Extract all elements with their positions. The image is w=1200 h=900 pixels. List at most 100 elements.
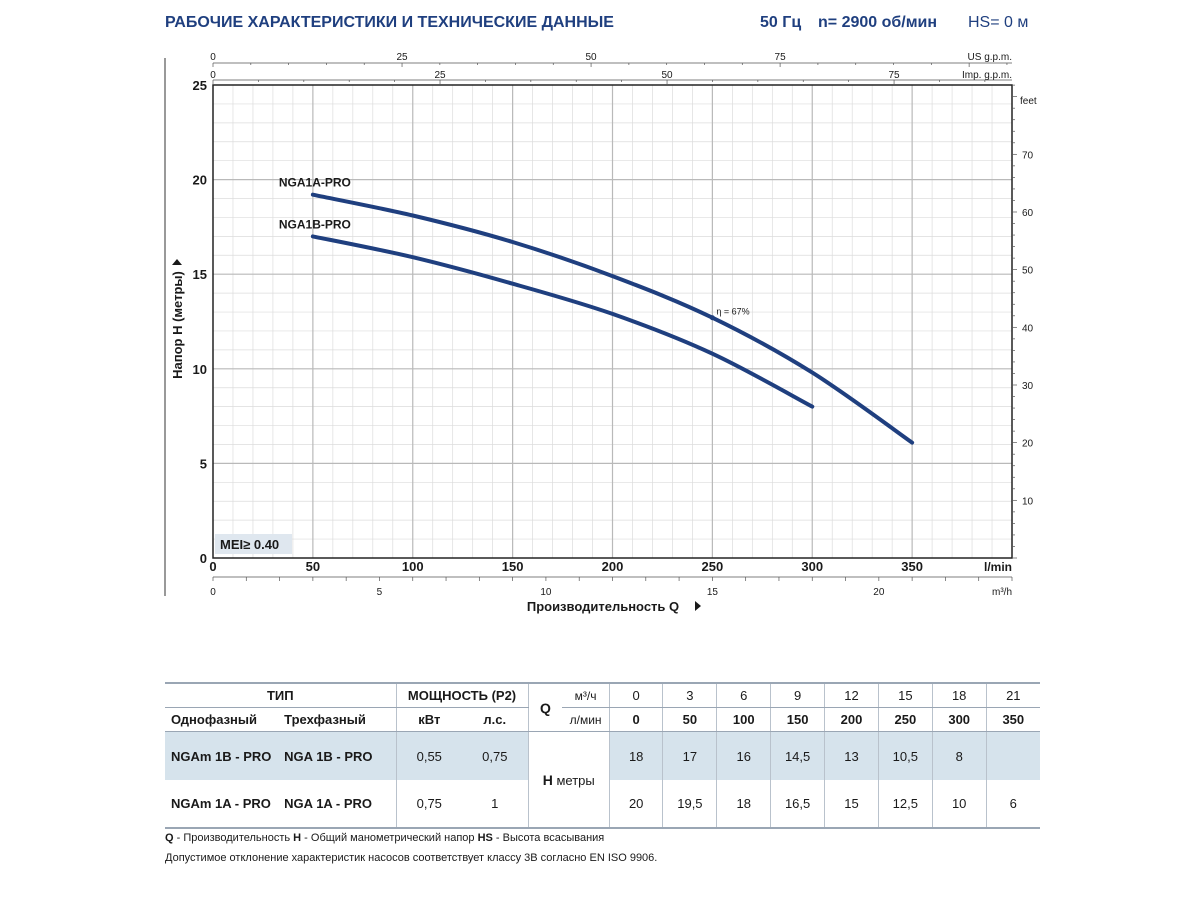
x-tick-label: 50 (306, 559, 320, 574)
feet-tick-label: 60 (1022, 208, 1034, 219)
q-lmin-value: 250 (877, 707, 933, 732)
y-tick-label: 15 (193, 267, 207, 282)
q-m3h-value: 0 (608, 682, 663, 708)
x-axis-arrow-icon (695, 601, 701, 611)
spec-table: ТИП МОЩНОСТЬ (P2) Q м³/ч 0 3 6 9 12 15 1… (165, 682, 1040, 829)
q-lmin-value: 100 (716, 707, 771, 732)
q-m3h-value: 15 (877, 682, 933, 708)
y-tick-label: 25 (193, 78, 207, 93)
y-tick-label: 20 (193, 173, 207, 188)
note-h-key: H (293, 832, 302, 844)
m3h-axis: 0 5 10 15 20 m³/h (210, 577, 1013, 598)
table-row: NGAm 1B - PRO NGA 1B - PRO 0,55 0,75 H м… (165, 731, 1040, 829)
us-gpm-tick-label: 25 (396, 52, 408, 63)
head-value: 13 (824, 731, 879, 780)
power-kw: 0,55 (395, 731, 463, 780)
head-value: 12,5 (877, 780, 933, 829)
head-value: 8 (931, 731, 987, 780)
feet-tick-label: 70 (1022, 150, 1034, 161)
q-lmin-value: 300 (931, 707, 987, 732)
m3h-tick-label: 20 (873, 587, 885, 598)
imp-gpm-unit-label: Imp. g.p.m. (962, 70, 1012, 81)
single-phase-model: NGAm 1B - PRO (165, 731, 279, 780)
us-gpm-tick-label: 75 (775, 52, 787, 63)
x-tick-label: 0 (209, 559, 216, 574)
efficiency-point (709, 315, 715, 321)
q-lmin-value: 50 (662, 707, 717, 732)
table-header-row-2: Однофазный Трехфазный кВт л.с. л/мин 0 5… (165, 707, 1040, 732)
tolerance-note: Допустимое отклонение характеристик насо… (165, 852, 658, 864)
y-axis-arrow-icon (172, 259, 182, 265)
plot-frame (212, 84, 1013, 559)
power-hp: 1 (462, 780, 529, 829)
feet-axis: 10 20 30 40 50 60 70 feet (1012, 84, 1037, 559)
head-value: 15 (824, 780, 879, 829)
minor-grid (213, 85, 1012, 558)
three-phase-model: NGA 1B - PRO (278, 731, 397, 780)
note-hs-text: - Высота всасывания (492, 832, 605, 844)
us-gpm-tick-label: 0 (210, 52, 216, 63)
q-lmin-value: 350 (985, 707, 1040, 732)
hp-header: л.с. (462, 707, 529, 732)
series-line (310, 192, 915, 445)
q-m3h-value: 12 (824, 682, 879, 708)
frequency-label: 50 Гц (760, 14, 802, 31)
h-unit: метры (556, 772, 595, 788)
x-tick-label: 350 (901, 559, 923, 574)
y-tick-label: 10 (193, 362, 207, 377)
feet-tick-label: 40 (1022, 323, 1034, 334)
head-value: 10 (931, 780, 987, 829)
head-value: 10,5 (877, 731, 933, 780)
y-axis-label: Напор H (метры) (170, 271, 185, 379)
m3h-unit-label: m³/h (992, 587, 1012, 598)
single-phase-header: Однофазный (165, 707, 279, 732)
head-value: 16 (716, 731, 771, 780)
x-tick-label: 300 (801, 559, 823, 574)
m3h-tick-label: 15 (707, 587, 719, 598)
head-value (985, 731, 1040, 780)
head-value: 18 (608, 731, 663, 780)
mei-badge: MEI≥ 0.40 (215, 534, 292, 554)
y-tick-label: 0 (200, 551, 207, 566)
m3h-tick-label: 10 (540, 587, 552, 598)
q-m3h-value: 18 (931, 682, 987, 708)
series-layer: NGA1A-PRO NGA1B-PRO η = 67% (279, 176, 915, 445)
q-lmin-value: 200 (824, 707, 879, 732)
head-value: 17 (662, 731, 717, 780)
q-m3h-unit: м³/ч (562, 682, 610, 708)
series-line (310, 234, 815, 409)
feet-tick-label: 30 (1022, 381, 1034, 392)
legend-note: Q - Производительность H - Общий маномет… (165, 832, 604, 844)
type-header: ТИП (165, 682, 397, 708)
imp-gpm-tick-label: 0 (210, 70, 216, 81)
x-unit-label: l/min (984, 560, 1012, 574)
x-tick-label: 100 (402, 559, 424, 574)
q-m3h-value: 6 (716, 682, 771, 708)
table-header-row-1: ТИП МОЩНОСТЬ (P2) Q м³/ч 0 3 6 9 12 15 1… (165, 682, 1040, 732)
note-q-text: - Производительность (173, 832, 294, 844)
feet-tick-label: 20 (1022, 439, 1034, 450)
x-axis-label: Производительность Q (527, 599, 679, 614)
imp-gpm-tick-label: 50 (661, 70, 673, 81)
table-row: NGAm 1A - PRO NGA 1A - PRO 0,75 1 20 19,… (165, 780, 1040, 829)
head-value: 18 (716, 780, 771, 829)
imp-gpm-tick-label: 25 (434, 70, 446, 81)
note-h-text: - Общий манометрический напор (301, 832, 478, 844)
q-lmin-unit: л/мин (562, 707, 610, 732)
head-value: 20 (608, 780, 663, 829)
imp-gpm-tick-label: 75 (888, 70, 900, 81)
h-label: H (542, 771, 553, 788)
q-lmin-value: 0 (608, 707, 663, 732)
power-header: МОЩНОСТЬ (P2) (395, 682, 529, 708)
series-label: NGA1A-PRO (279, 176, 351, 190)
q-m3h-value: 9 (770, 682, 825, 708)
kw-header: кВт (395, 707, 463, 732)
note-hs-key: HS (477, 832, 493, 844)
q-m3h-value: 21 (985, 682, 1040, 708)
speed-label: n= 2900 об/мин (818, 14, 938, 31)
x-axis: 0 50 100 150 200 250 300 350 l/min (209, 559, 1012, 578)
top-axes: 0 25 50 75 0 25 50 75 US g.p.m. Imp. g.p.m. (210, 52, 1012, 84)
page-title: РАБОЧИЕ ХАРАКТЕРИСТИКИ И ТЕХНИЧЕСКИЕ ДАН… (165, 14, 614, 31)
head-value: 19,5 (662, 780, 717, 829)
q-label: Q (527, 682, 563, 732)
